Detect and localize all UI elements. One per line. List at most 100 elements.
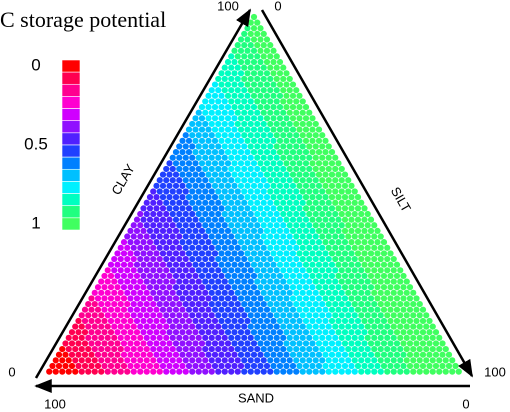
- field-dot: [338, 255, 345, 263]
- field-dot: [250, 250, 258, 257]
- field-dot: [364, 244, 371, 251]
- field-dot: [280, 165, 287, 173]
- field-dot: [192, 148, 199, 156]
- field-dot: [280, 368, 287, 375]
- field-dot: [254, 42, 261, 49]
- field-dot: [205, 216, 212, 223]
- field-dot: [182, 323, 189, 330]
- field-dot: [163, 300, 170, 308]
- field-dot: [221, 199, 228, 206]
- field-dot: [423, 357, 430, 364]
- field-dot: [299, 188, 306, 195]
- field-dot: [241, 255, 248, 263]
- field-dot: [283, 216, 290, 223]
- field-dot: [185, 340, 193, 347]
- field-dot: [319, 132, 326, 139]
- field-dot: [205, 137, 212, 144]
- field-dot: [299, 300, 306, 308]
- field-dot: [260, 267, 267, 274]
- field-dot: [348, 340, 355, 347]
- field-dot: [146, 317, 154, 325]
- field-dot: [351, 233, 358, 240]
- field-dot: [208, 368, 215, 375]
- field-dot: [289, 284, 297, 291]
- field-dot: [241, 132, 248, 139]
- field-dot: [156, 334, 163, 341]
- field-dot: [192, 126, 199, 133]
- field-dot: [176, 368, 183, 375]
- field-dot: [198, 148, 206, 156]
- field-dot: [205, 284, 212, 291]
- field-dot: [276, 329, 284, 336]
- field-dot: [296, 92, 303, 99]
- field-dot: [117, 346, 124, 353]
- field-dot: [419, 351, 427, 358]
- field-dot: [319, 267, 326, 274]
- field-dot: [335, 284, 342, 291]
- field-dot: [289, 148, 297, 156]
- field-dot: [338, 368, 345, 375]
- field-dot: [189, 289, 196, 296]
- field-dot: [332, 334, 339, 341]
- field-dot: [179, 171, 186, 178]
- field-dot: [234, 53, 241, 60]
- field-dot: [263, 351, 271, 358]
- field-dot: [315, 227, 323, 235]
- field-dot: [172, 239, 180, 246]
- field-dot: [205, 205, 212, 212]
- field-dot: [211, 171, 219, 178]
- field-dot: [351, 222, 358, 229]
- field-dot: [429, 323, 436, 330]
- field-dot: [335, 171, 342, 178]
- field-dot: [117, 267, 124, 274]
- field-dot: [250, 362, 258, 370]
- field-dot: [286, 300, 293, 308]
- field-dot: [273, 64, 280, 71]
- field-dot: [410, 334, 417, 341]
- field-dot: [361, 317, 368, 325]
- field-dot: [78, 368, 85, 375]
- field-dot: [215, 120, 222, 128]
- field-dot: [263, 70, 271, 77]
- field-dot: [228, 132, 235, 139]
- field-dot: [325, 289, 332, 296]
- field-dot: [263, 362, 271, 370]
- field-dot: [153, 239, 160, 246]
- field-dot: [124, 244, 131, 251]
- field-dot: [163, 278, 170, 285]
- field-dot: [182, 143, 189, 150]
- field-dot: [224, 137, 232, 144]
- field-dot: [166, 250, 173, 257]
- field-dot: [335, 216, 342, 223]
- field-dot: [247, 109, 254, 116]
- field-dot: [189, 233, 196, 240]
- field-dot: [423, 312, 430, 319]
- field-dot: [364, 357, 371, 364]
- field-dot: [98, 334, 105, 341]
- field-dot: [332, 188, 339, 195]
- field-dot: [341, 317, 349, 325]
- field-dot: [328, 148, 336, 156]
- field-dot: [306, 346, 313, 353]
- field-dot: [302, 148, 310, 156]
- field-dot: [169, 199, 176, 206]
- field-dot: [371, 233, 378, 240]
- field-dot: [124, 267, 131, 274]
- field-dot: [273, 222, 280, 229]
- field-dot: [133, 317, 141, 325]
- field-dot: [257, 295, 264, 302]
- field-dot: [283, 250, 290, 257]
- field-dot: [296, 160, 303, 167]
- field-dot: [185, 351, 193, 358]
- field-dot: [221, 233, 228, 240]
- field-dot: [185, 284, 193, 291]
- field-dot: [254, 177, 261, 184]
- field-dot: [208, 109, 215, 116]
- field-dot: [413, 329, 420, 336]
- field-dot: [189, 210, 196, 218]
- field-dot: [215, 334, 222, 341]
- field-dot: [244, 351, 251, 358]
- field-dot: [280, 75, 287, 83]
- field-dot: [367, 295, 375, 302]
- field-dot: [140, 295, 147, 302]
